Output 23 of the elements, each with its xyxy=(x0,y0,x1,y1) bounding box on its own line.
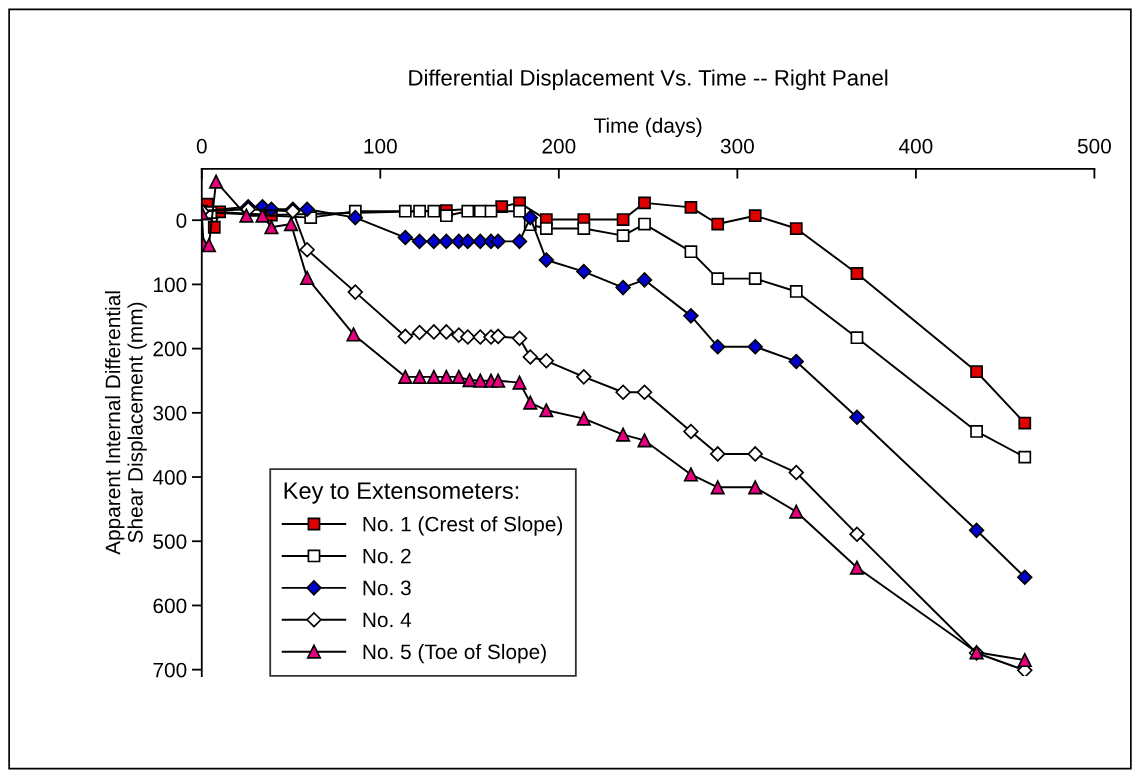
x-tick-label: 200 xyxy=(542,138,576,154)
legend-label: No. 3 xyxy=(363,580,411,596)
x-tick-label: 400 xyxy=(898,138,933,154)
y-tick-label: 500 xyxy=(153,534,187,549)
x-tick-label: 500 xyxy=(1077,138,1111,154)
x-tick-label: 0 xyxy=(196,138,207,154)
y-tick-label: 700 xyxy=(153,662,187,678)
y-tick-label: 600 xyxy=(153,598,187,614)
y-tick-label: 400 xyxy=(152,470,187,485)
y-tick-label: 300 xyxy=(153,405,187,421)
y-tick-label: 0 xyxy=(176,213,187,228)
legend-label: No. 4 xyxy=(363,612,412,628)
x-tick-label: 300 xyxy=(720,138,754,154)
legend-label: No. 1 (Crest of Slope) xyxy=(363,516,563,536)
legend-title: Key to Extensometers: xyxy=(284,482,519,504)
x-axis-title: Time (days) xyxy=(593,117,702,138)
y-tick-label: 100 xyxy=(154,277,187,293)
legend-label: No. 2 xyxy=(363,548,411,564)
x-tick-label: 100 xyxy=(364,138,397,154)
y-axis-title: Apparent Internal Differential Shear Displacement (mm) xyxy=(105,291,147,555)
y-tick-label: 200 xyxy=(153,341,187,357)
chart-title: Differential Displacement Vs. Time -- Right Panel xyxy=(409,69,888,91)
legend-label: No. 5 (Toe of Slope) xyxy=(363,643,546,664)
